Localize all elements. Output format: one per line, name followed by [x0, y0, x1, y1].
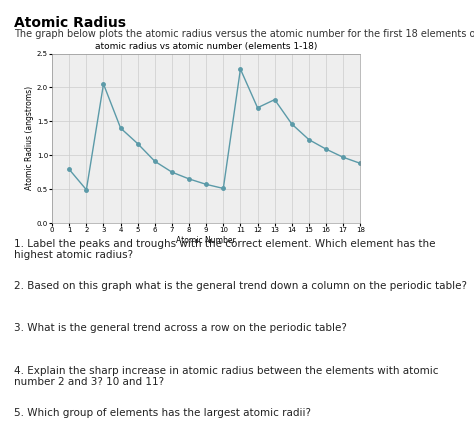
Text: 3. What is the general trend across a row on the periodic table?: 3. What is the general trend across a ro…	[14, 323, 347, 333]
Text: 2. Based on this graph what is the general trend down a column on the periodic t: 2. Based on this graph what is the gener…	[14, 281, 467, 291]
X-axis label: Atomic Number: Atomic Number	[176, 236, 236, 245]
Text: 1. Label the peaks and troughs with the correct element. Which element has the h: 1. Label the peaks and troughs with the …	[14, 239, 436, 260]
Text: 4. Explain the sharp increase in atomic radius between the elements with atomic : 4. Explain the sharp increase in atomic …	[14, 366, 439, 387]
Text: 5. Which group of elements has the largest atomic radii?: 5. Which group of elements has the large…	[14, 408, 311, 418]
Text: The graph below plots the atomic radius versus the atomic number for the first 1: The graph below plots the atomic radius …	[14, 29, 474, 39]
Text: Atomic Radius: Atomic Radius	[14, 16, 126, 29]
Title: atomic radius vs atomic number (elements 1-18): atomic radius vs atomic number (elements…	[95, 42, 318, 51]
Y-axis label: Atomic Radius (angstroms): Atomic Radius (angstroms)	[25, 86, 34, 190]
